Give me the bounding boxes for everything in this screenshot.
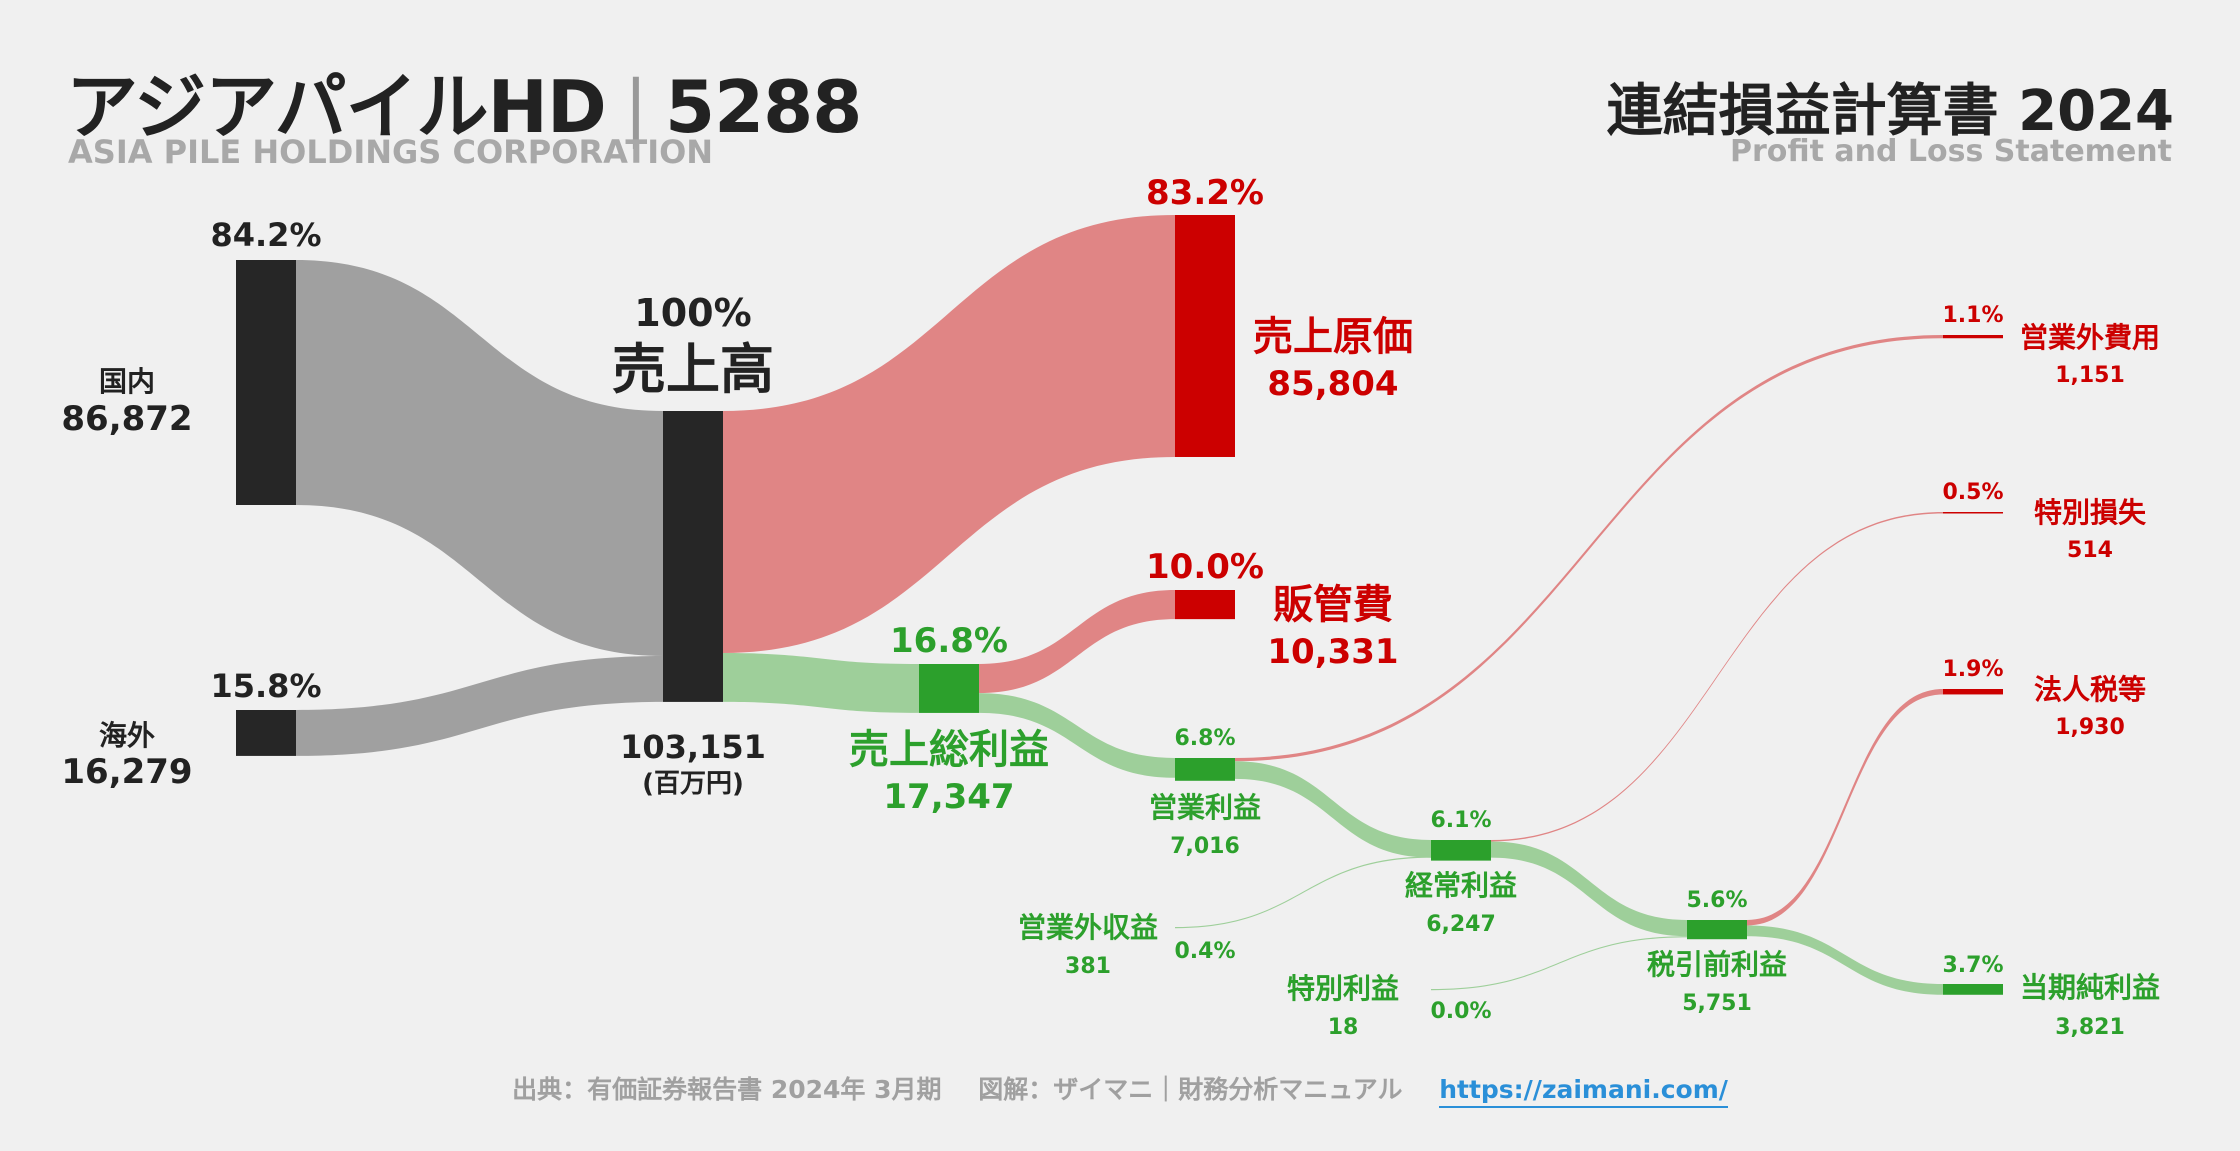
pct-label-revenue: 100% xyxy=(634,291,751,335)
node-layer xyxy=(236,215,2003,995)
value-label-cogs: 85,804 xyxy=(1267,364,1398,404)
value-label-gross: 17,347 xyxy=(883,777,1014,817)
pct-label-nonop_exp: 1.1% xyxy=(1942,303,2003,328)
value-label-net: 3,821 xyxy=(2055,1015,2125,1040)
name-label-cogs: 売上原価 xyxy=(1253,314,1413,360)
pct-label-gross: 16.8% xyxy=(890,621,1008,661)
name-label-gross: 売上総利益 xyxy=(849,727,1049,773)
pct-label-ext_gain: 0.0% xyxy=(1430,999,1491,1024)
node-pretax xyxy=(1687,920,1747,940)
node-ordinary xyxy=(1431,840,1491,861)
value-label-pretax: 5,751 xyxy=(1682,991,1752,1016)
node-overseas xyxy=(236,710,296,756)
node-cogs xyxy=(1175,215,1235,457)
name-label-sga: 販管費 xyxy=(1273,582,1393,628)
flow-pretax-to-net xyxy=(1747,925,1943,995)
pct-label-overseas: 15.8% xyxy=(210,667,321,705)
node-op xyxy=(1175,758,1235,781)
company-title: アジアパイルHD | 5288 xyxy=(66,48,862,153)
value-label-sga: 10,331 xyxy=(1267,632,1398,672)
flow-revenue-to-gross xyxy=(723,652,919,713)
footer: 出典：有価証券報告書 2024年 3月期 図解：ザイマニ｜財務分析マニュアル h… xyxy=(0,1070,2240,1108)
statement-title: 連結損益計算書 2024 xyxy=(1606,79,2174,144)
pct-label-cogs: 83.2% xyxy=(1146,173,1264,213)
stock-code: 5288 xyxy=(664,65,862,149)
value-label-nonop_exp: 1,151 xyxy=(2055,363,2125,388)
node-net xyxy=(1943,984,2003,995)
name-label-net: 当期純利益 xyxy=(2020,971,2160,1004)
name-label-overseas: 海外 xyxy=(99,719,155,752)
flow-nonop_inc-to-ordinary xyxy=(1175,856,1431,929)
name-label-domestic: 国内 xyxy=(99,365,155,398)
company-name: アジアパイルHD xyxy=(66,65,607,149)
source-note: 出典：有価証券報告書 2024年 3月期 xyxy=(512,1075,942,1104)
name-label-revenue: 売上高 xyxy=(612,338,774,401)
flow-revenue-to-cogs xyxy=(723,215,1175,653)
flow-overseas-to-revenue xyxy=(296,656,663,756)
name-label-ordinary: 経常利益 xyxy=(1405,869,1517,902)
value-label-ext_gain: 18 xyxy=(1328,1015,1359,1040)
value-label-domestic: 86,872 xyxy=(61,399,192,439)
node-sga xyxy=(1175,590,1235,620)
name-label-op: 営業利益 xyxy=(1149,791,1261,824)
site-link[interactable]: https://zaimani.com/ xyxy=(1439,1075,1728,1108)
flow-ordinary-to-pretax xyxy=(1491,841,1687,937)
flow-gross-to-op xyxy=(979,693,1175,778)
node-tax xyxy=(1943,689,2003,695)
value-label-ordinary: 6,247 xyxy=(1426,912,1496,937)
flow-op-to-ordinary xyxy=(1235,761,1431,858)
pct-label-pretax: 5.6% xyxy=(1686,888,1747,913)
name-label-ext_loss: 特別損失 xyxy=(2034,496,2147,529)
flow-ext_gain-to-pretax xyxy=(1431,936,1687,991)
pct-label-op: 6.8% xyxy=(1174,726,1235,751)
pct-label-tax: 1.9% xyxy=(1942,657,2003,682)
flow-domestic-to-revenue xyxy=(296,260,663,656)
pct-label-ext_loss: 0.5% xyxy=(1942,480,2003,505)
pct-label-ordinary: 6.1% xyxy=(1430,808,1491,833)
company-name-en: ASIA PILE HOLDINGS CORPORATION xyxy=(68,133,714,171)
flow-layer xyxy=(296,215,1943,995)
unit-label: (百万円) xyxy=(642,769,744,799)
flow-op-to-nonop_exp xyxy=(1235,335,1943,762)
value-label-revenue: 103,151 xyxy=(620,728,766,766)
value-label-tax: 1,930 xyxy=(2055,715,2125,740)
title-separator: | xyxy=(623,65,648,149)
pct-label-sga: 10.0% xyxy=(1146,547,1264,587)
node-domestic xyxy=(236,260,296,505)
pct-label-nonop_inc: 0.4% xyxy=(1174,939,1235,964)
value-label-op: 7,016 xyxy=(1170,834,1240,859)
flow-gross-to-sga xyxy=(979,590,1175,694)
name-label-pretax: 税引前利益 xyxy=(1647,948,1787,981)
name-label-ext_gain: 特別利益 xyxy=(1287,972,1399,1005)
pct-label-net: 3.7% xyxy=(1942,953,2003,978)
value-label-ext_loss: 514 xyxy=(2067,538,2113,563)
node-revenue xyxy=(663,411,723,702)
flow-pretax-to-tax xyxy=(1747,689,1943,926)
pct-label-domestic: 84.2% xyxy=(210,216,321,254)
value-label-nonop_inc: 381 xyxy=(1065,954,1111,979)
name-label-nonop_exp: 営業外費用 xyxy=(2020,321,2160,354)
credit-note: 図解：ザイマニ｜財務分析マニュアル xyxy=(978,1075,1403,1104)
statement-subtitle: Profit and Loss Statement xyxy=(1729,134,2172,169)
node-nonop_exp xyxy=(1943,335,2003,339)
node-gross xyxy=(919,664,979,713)
node-ext_loss xyxy=(1943,512,2003,514)
flow-ordinary-to-ext_loss xyxy=(1491,512,1943,842)
name-label-tax: 法人税等 xyxy=(2034,673,2146,706)
name-label-nonop_inc: 営業外収益 xyxy=(1018,911,1158,944)
value-label-overseas: 16,279 xyxy=(61,752,192,792)
